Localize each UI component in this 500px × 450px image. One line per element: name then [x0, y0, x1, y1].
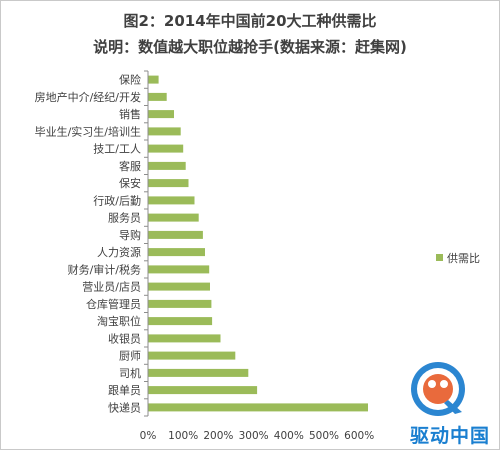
category-labels: 保险房地产中介/经纪/开发销售毕业生/实习生/培训生技工/工人客服保安行政/后勤… — [35, 73, 141, 415]
bar — [148, 213, 199, 222]
category-label: 保安 — [119, 176, 141, 190]
bar — [148, 179, 189, 188]
bar — [148, 110, 174, 119]
x-tick-label: 300% — [239, 430, 269, 442]
bars-group — [148, 75, 368, 412]
category-label: 跟单员 — [108, 384, 141, 397]
category-label: 司机 — [119, 366, 141, 380]
legend-swatch — [436, 254, 443, 261]
category-label: 技工/工人 — [93, 143, 141, 156]
category-label: 人力资源 — [97, 245, 141, 259]
category-label: 财务/审计/税务 — [68, 262, 141, 276]
chart-subtitle: 说明：数值越大职位越抢手(数据来源：赶集网) — [93, 38, 407, 56]
x-tick-label: 600% — [344, 430, 374, 442]
bar — [148, 127, 181, 136]
bar — [148, 368, 249, 377]
category-label: 客服 — [119, 159, 141, 173]
chart-title: 图2：2014年中国前20大工种供需比 — [123, 12, 377, 30]
watermark-logo-icon — [411, 362, 465, 416]
bar — [148, 351, 236, 360]
category-label: 仓库管理员 — [86, 297, 141, 311]
category-label: 保险 — [119, 73, 141, 87]
category-label: 服务员 — [108, 212, 141, 225]
bar — [148, 299, 212, 308]
bar — [148, 75, 159, 84]
x-axis: 0% 100% 200% 300% 400% 500% 600% — [140, 70, 374, 442]
x-tick-label: 0% — [140, 430, 157, 442]
category-label: 毕业生/实习生/培训生 — [35, 124, 141, 138]
bar — [148, 334, 221, 343]
bar — [148, 144, 184, 153]
bar — [148, 265, 210, 274]
category-label: 销售 — [119, 107, 141, 121]
x-tick-label: 400% — [274, 430, 304, 442]
category-label: 导购 — [119, 228, 141, 242]
legend: 供需比 — [436, 251, 480, 265]
category-label: 厨师 — [119, 350, 141, 363]
x-tick-label: 200% — [203, 430, 233, 442]
bar — [148, 317, 213, 326]
category-label: 营业员/店员 — [82, 280, 141, 294]
x-tick-label: 100% — [168, 430, 198, 442]
bar — [148, 92, 167, 101]
category-label: 房地产中介/经纪/开发 — [35, 90, 141, 104]
x-tick-label: 500% — [309, 430, 339, 442]
category-label: 淘宝职位 — [97, 314, 141, 328]
bar — [148, 248, 205, 257]
category-label: 快递员 — [108, 400, 141, 414]
bar — [148, 196, 195, 205]
category-label: 收银员 — [108, 331, 141, 345]
bar — [148, 386, 258, 395]
legend-label: 供需比 — [447, 251, 480, 265]
bar — [148, 230, 203, 239]
watermark-text: 驱动中国 — [410, 425, 491, 447]
category-label: 行政/后勤 — [93, 193, 141, 207]
bar — [148, 403, 368, 412]
bar — [148, 282, 210, 291]
bar — [148, 161, 186, 170]
